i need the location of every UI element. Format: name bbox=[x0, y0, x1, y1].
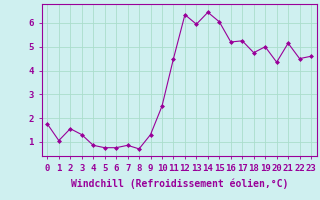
X-axis label: Windchill (Refroidissement éolien,°C): Windchill (Refroidissement éolien,°C) bbox=[70, 178, 288, 189]
